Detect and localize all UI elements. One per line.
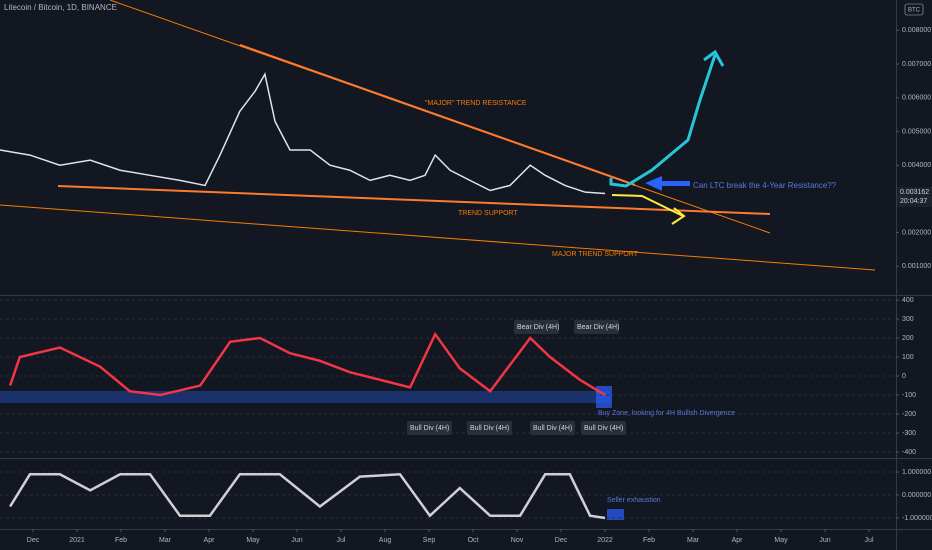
x-tick-label: May — [774, 537, 788, 544]
x-tick-label: Jul — [865, 537, 874, 544]
y-tick-label: 0.002000 — [902, 229, 931, 236]
x-tick-label: Jun — [819, 537, 830, 544]
buy-zone-band — [0, 391, 610, 403]
annotation: Bull Div (4H) — [410, 425, 449, 432]
trend-support-line — [57, 185, 771, 215]
annotation: Bear Div (4H) — [577, 324, 619, 331]
label-box — [581, 421, 626, 435]
major-resistance-line — [239, 44, 636, 186]
series-line — [8, 331, 606, 397]
x-tick-label: Feb — [115, 537, 127, 544]
x-tick-label: May — [246, 537, 260, 544]
label-box — [514, 320, 559, 334]
x-tick-label: 2021 — [69, 537, 85, 544]
annotation: Can LTC break the 4-Year Resistance?? — [693, 181, 837, 190]
bull-path-arrow — [609, 54, 717, 188]
annotation: "MAJOR" TREND RESISTANCE — [425, 100, 527, 107]
y-tick-label: -100 — [902, 392, 916, 399]
x-tick-label: Dec — [27, 537, 40, 544]
label-box — [407, 421, 452, 435]
x-tick-label: Jul — [337, 537, 346, 544]
annotation: TREND SUPPORT — [458, 210, 518, 217]
arrow-head — [703, 49, 725, 67]
chart-title: Litecoin / Bitcoin, 1D, BINANCE — [4, 3, 117, 12]
y-tick-label: 0 — [902, 373, 906, 380]
arrow-head — [671, 207, 686, 225]
x-tick-label: Sep — [423, 537, 436, 544]
currency-badge: BTC — [908, 8, 921, 14]
annotation: Buy Zone, looking for 4H Bullish Diverge… — [598, 410, 735, 417]
label-box — [530, 421, 575, 435]
y-tick-label: -400 — [902, 449, 916, 456]
x-tick-label: Oct — [468, 537, 479, 544]
y-tick-label: 1.000000 — [902, 469, 931, 476]
series-line — [0, 72, 606, 195]
y-tick-label: 400 — [902, 297, 914, 304]
bear-path-arrow — [611, 194, 684, 217]
x-tick-label: Apr — [204, 537, 216, 544]
y-tick-label: 100 — [902, 354, 914, 361]
x-tick-label: Mar — [159, 537, 172, 544]
annotation: Bear Div (4H) — [517, 324, 559, 331]
y-tick-label: 300 — [902, 316, 914, 323]
y-tick-label: 0.008000 — [902, 27, 931, 34]
price-label: 0.003162 — [900, 189, 929, 196]
y-tick-label: 0.004000 — [902, 162, 931, 169]
x-tick-label: Apr — [732, 537, 744, 544]
x-tick-label: Mar — [687, 537, 700, 544]
x-tick-label: Dec — [555, 537, 568, 544]
y-tick-label: 200 — [902, 335, 914, 342]
price-label-box — [897, 187, 932, 207]
y-tick-label: -1.000000 — [902, 515, 932, 522]
label-box — [574, 320, 619, 334]
pointer-arrow — [645, 176, 690, 191]
annotation: Bull Div (4H) — [470, 425, 509, 432]
annotation: Bull Div (4H) — [584, 425, 623, 432]
y-tick-label: 0.005000 — [902, 128, 931, 135]
x-tick-label: Feb — [643, 537, 655, 544]
annotation: Seller exhaustion — [607, 497, 661, 504]
badge — [904, 3, 924, 16]
annotation: MAJOR TREND SUPPORT — [552, 251, 639, 258]
y-tick-label: -200 — [902, 411, 916, 418]
zone-box — [607, 509, 624, 520]
label-box — [467, 421, 512, 435]
major-support-line — [0, 204, 876, 271]
y-tick-label: 0.000000 — [902, 492, 931, 499]
annotation: Bull Div (4H) — [533, 425, 572, 432]
countdown: 20:04:37 — [900, 198, 927, 205]
y-tick-label: -300 — [902, 430, 916, 437]
x-tick-label: Aug — [379, 537, 392, 544]
x-tick-label: Nov — [511, 537, 524, 544]
y-tick-label: 0.001000 — [902, 263, 931, 270]
y-tick-label: 0.006000 — [902, 95, 931, 102]
x-tick-label: 2022 — [597, 537, 613, 544]
x-tick-label: Jun — [291, 537, 302, 544]
y-tick-label: 0.007000 — [902, 61, 931, 68]
series-line — [9, 473, 606, 520]
